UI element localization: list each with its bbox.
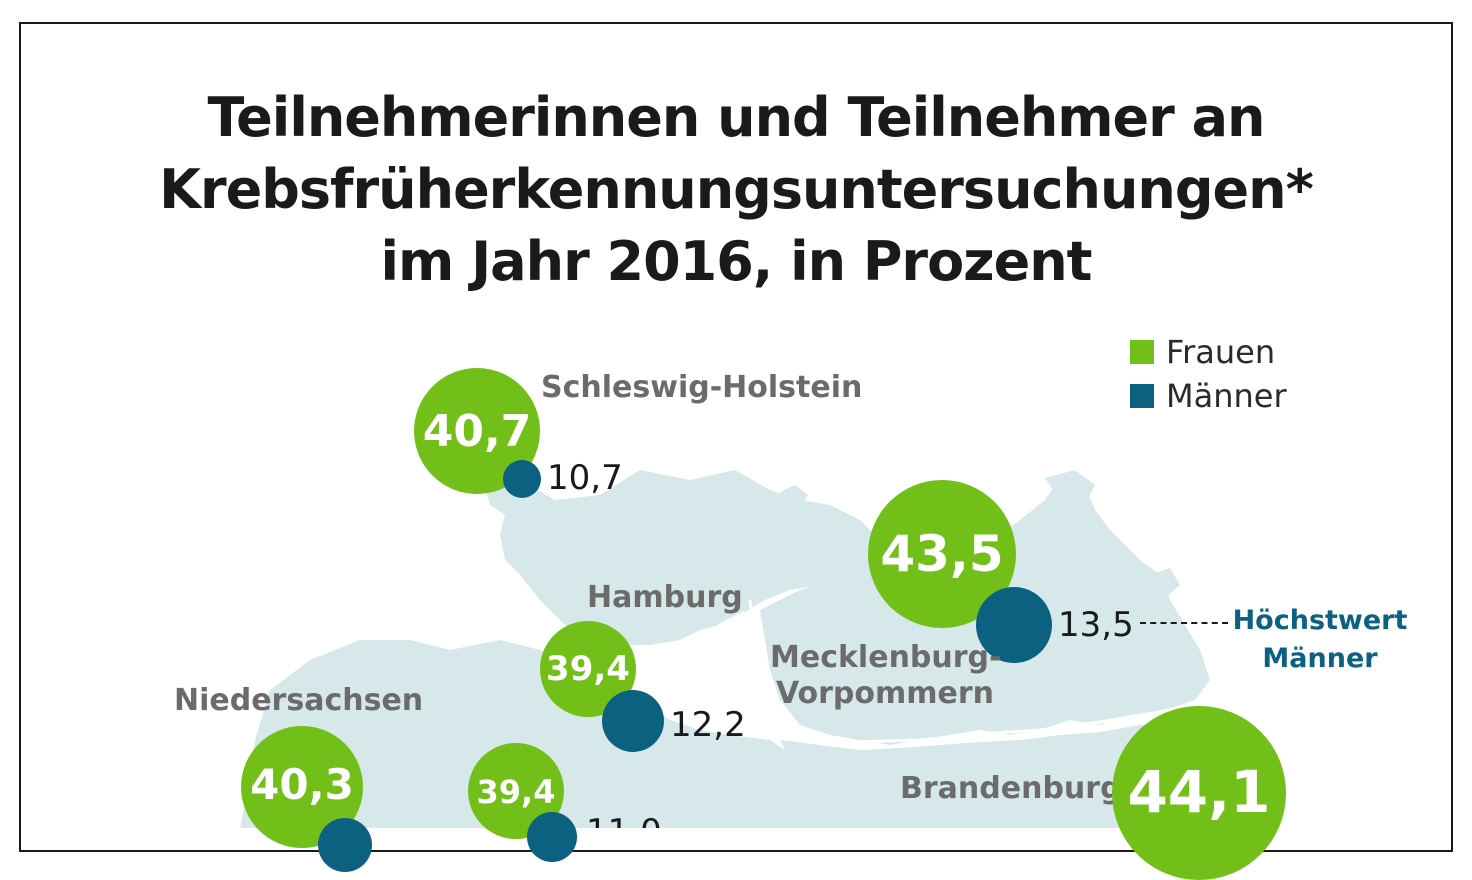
legend-label-men: Männer xyxy=(1166,377,1287,415)
legend: Frauen Männer xyxy=(1130,330,1287,418)
bubble-men-niedersachsen xyxy=(318,818,372,872)
value-men-hamburg: 12,2 xyxy=(670,705,746,745)
highlight-leader-line xyxy=(1140,622,1228,624)
title-line-3: im Jahr 2016, in Prozent xyxy=(380,230,1093,293)
region-usedom xyxy=(1150,568,1180,598)
legend-item-women: Frauen xyxy=(1130,330,1287,374)
bubble-women-hamburg: 39,4 xyxy=(540,621,636,717)
region-schleswig-holstein xyxy=(485,470,905,645)
bubble-women-brandenburg: 44,1 xyxy=(1112,706,1286,880)
state-label-hamburg: Hamburg xyxy=(587,580,743,615)
bubble-men-mecklenburg xyxy=(976,587,1052,663)
highlight-note-line1: Höchstwert xyxy=(1232,605,1408,636)
bubble-men-schleswig-holstein xyxy=(503,460,541,498)
state-label-schleswig-holstein: Schleswig-Holstein xyxy=(541,370,863,405)
legend-item-men: Männer xyxy=(1130,374,1287,418)
legend-label-women: Frauen xyxy=(1166,333,1276,371)
region-ruegen xyxy=(1045,470,1095,505)
region-fehmarn xyxy=(780,485,808,508)
page-title: Teilnehmerinnen und Teilnehmer an Krebsf… xyxy=(0,82,1472,298)
highlight-note: Höchstwert Männer xyxy=(1230,602,1410,678)
state-label-mecklenburg: Mecklenburg- Vorpommern xyxy=(770,640,1002,712)
legend-swatch-men xyxy=(1130,384,1154,408)
state-label-mecklenburg-line2: Vorpommern xyxy=(775,676,995,711)
legend-swatch-women xyxy=(1130,340,1154,364)
region-niedersachsen xyxy=(240,640,840,828)
value-men-mecklenburg: 13,5 xyxy=(1058,605,1134,645)
value-men-schleswig-holstein: 10,7 xyxy=(547,458,623,498)
title-line-1: Teilnehmerinnen und Teilnehmer an xyxy=(207,86,1266,149)
state-label-mecklenburg-line1: Mecklenburg- xyxy=(770,640,1002,675)
state-label-niedersachsen: Niedersachsen xyxy=(174,683,424,718)
bubble-men-bremen xyxy=(527,812,577,862)
state-label-brandenburg: Brandenburg xyxy=(900,771,1122,806)
title-line-2: Krebsfrüherkennungsuntersuchungen* xyxy=(159,158,1314,221)
value-men-bremen: 11,0 xyxy=(586,812,662,828)
highlight-note-line2: Männer xyxy=(1262,643,1378,674)
bubble-men-hamburg xyxy=(602,690,664,752)
